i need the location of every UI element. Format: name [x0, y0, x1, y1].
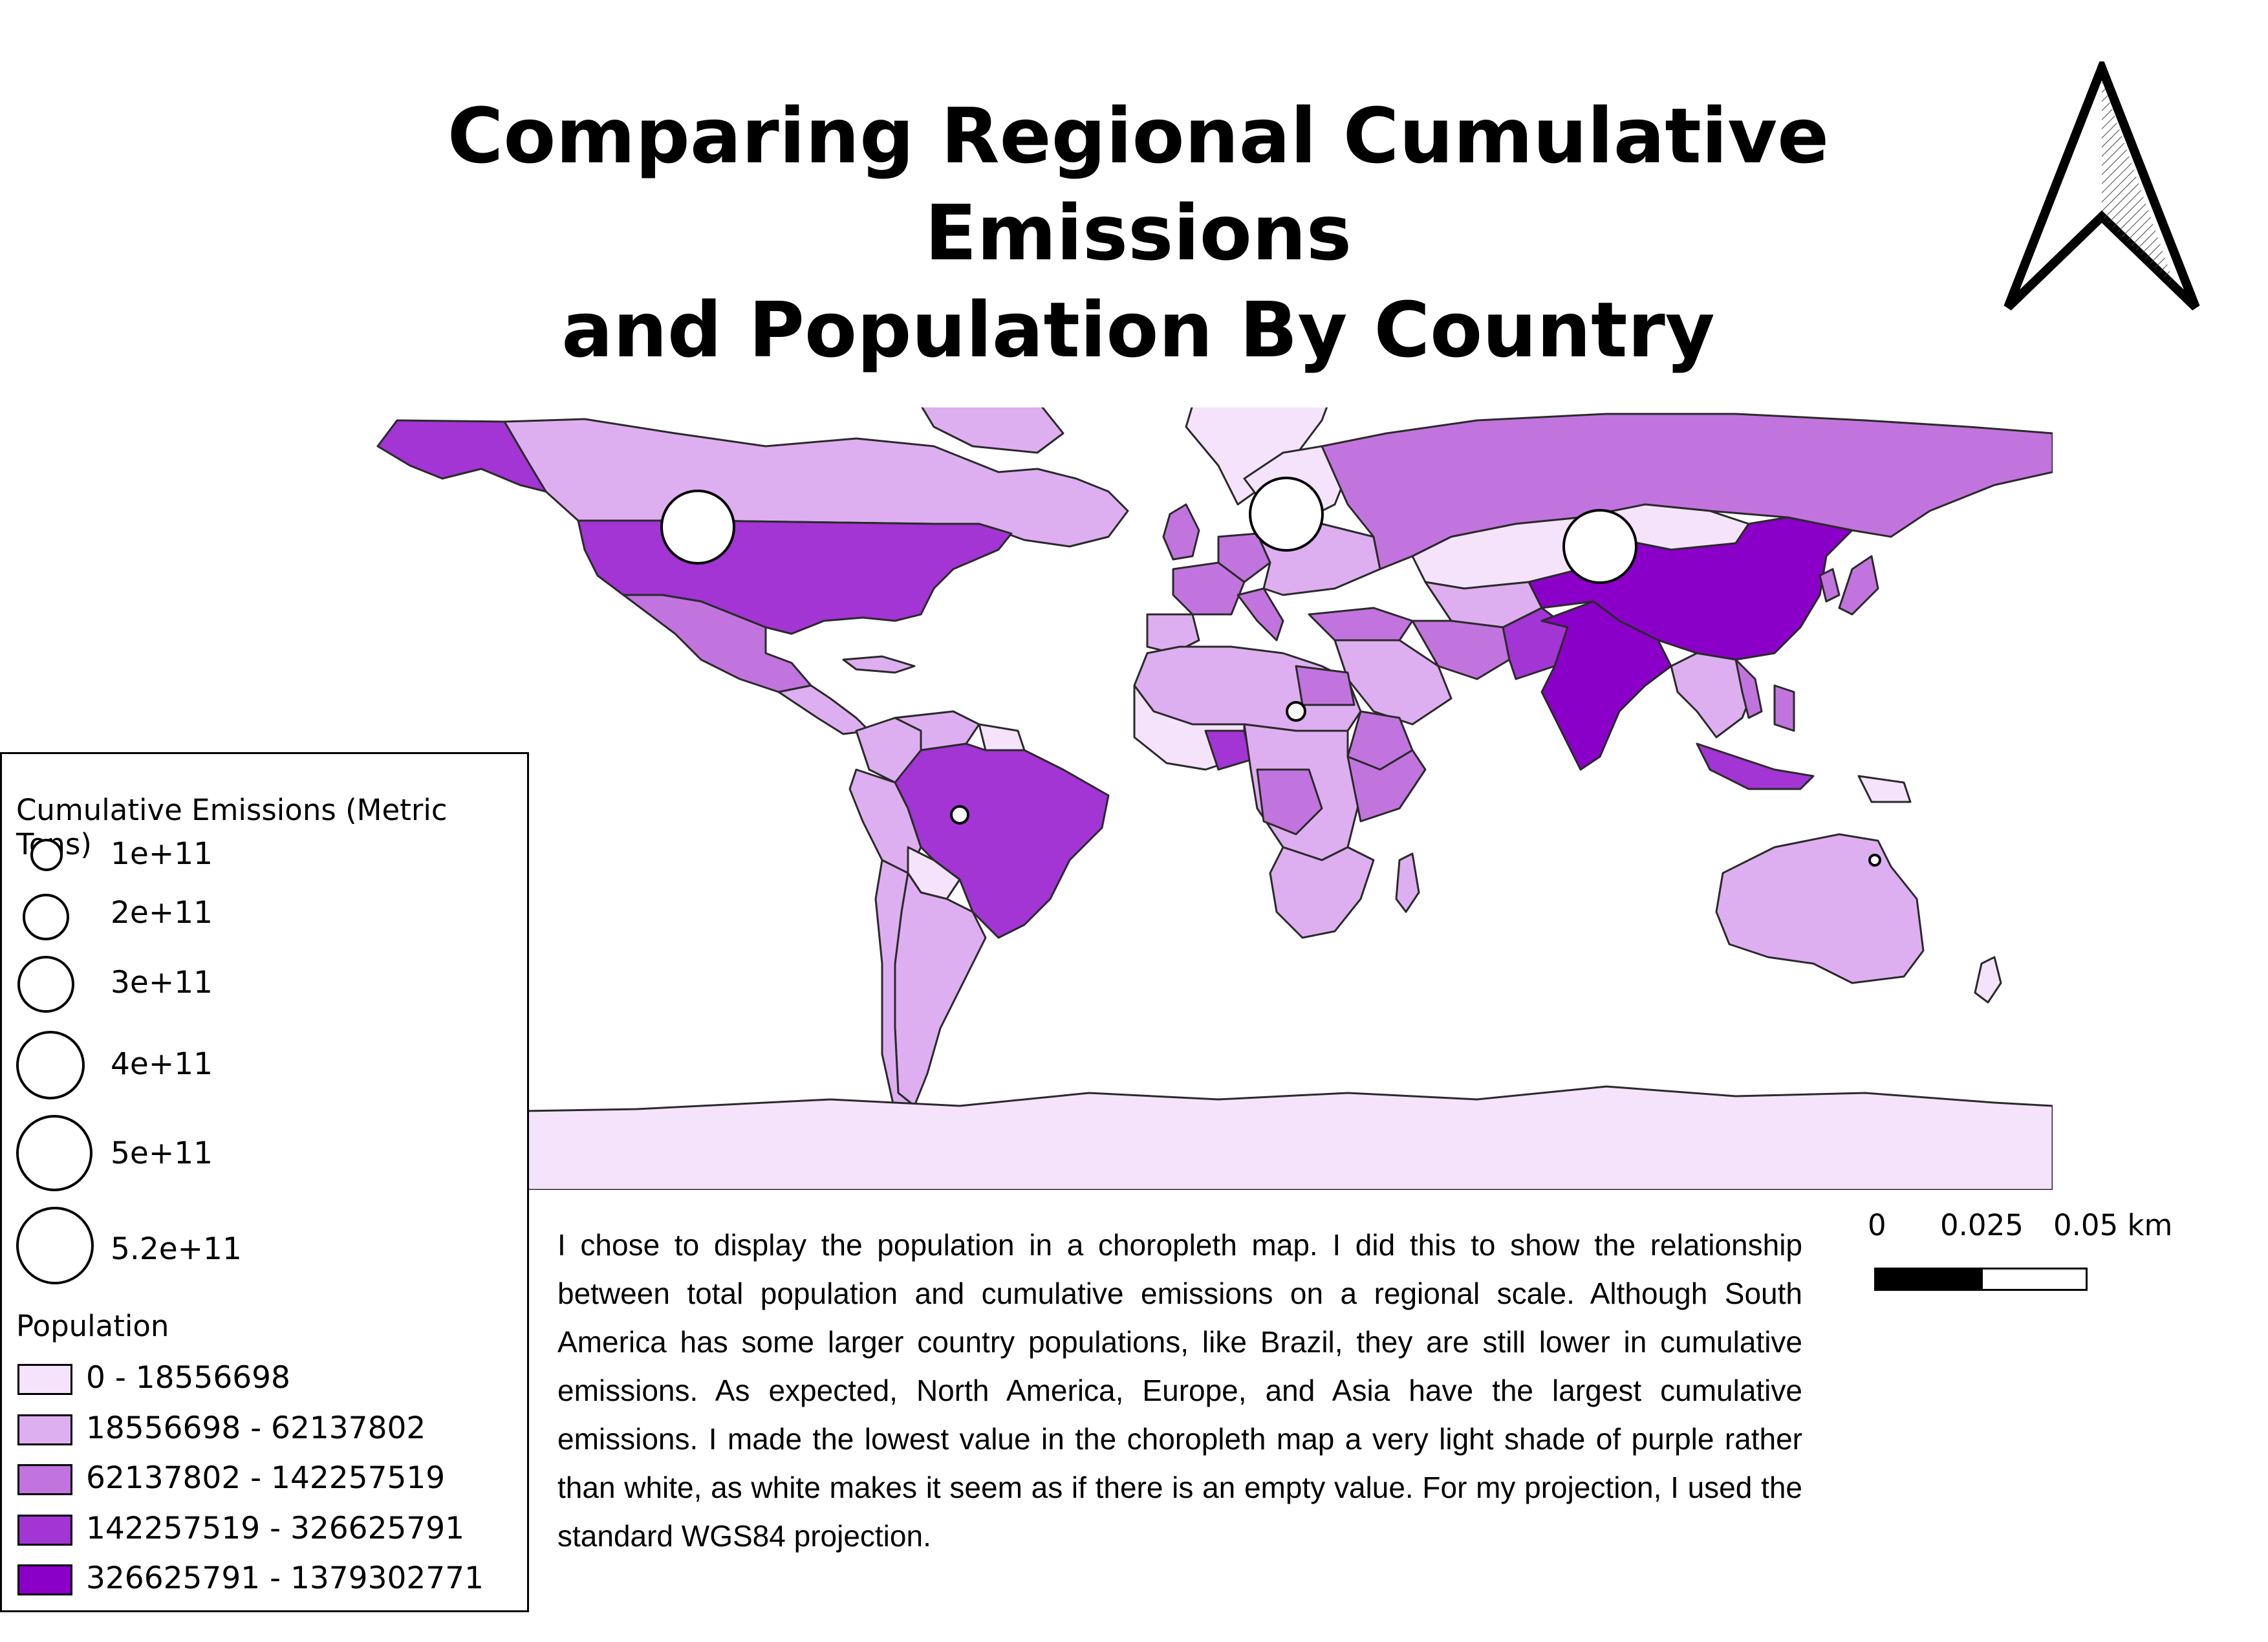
- color-swatch: [17, 1515, 72, 1546]
- world-map: [313, 407, 2053, 1190]
- emissions-legend-item: 1e+11: [2, 836, 527, 918]
- country-japan: [1838, 555, 1879, 616]
- emission-symbol-africa: [1286, 701, 1306, 722]
- emissions-legend-title: Cumulative Emissions (Metric Tons): [16, 793, 448, 861]
- country-indonesia: [1696, 742, 1815, 790]
- emissions-legend-item: 4e+11: [2, 1031, 527, 1110]
- map-title-line1: Comparing Regional Cumulative Emissions: [447, 91, 1830, 277]
- emissions-legend-item: 2e+11: [2, 894, 527, 975]
- emission-symbol-europe: [1249, 477, 1324, 552]
- scale-tick-label: 0: [1868, 1208, 1886, 1242]
- circle-symbol-icon: [16, 1115, 92, 1191]
- country-vietnam: [1734, 658, 1763, 719]
- country-brazil: [894, 742, 1110, 939]
- color-swatch: [17, 1414, 72, 1445]
- population-legend-item: 326625791 - 1379302771: [2, 1561, 527, 1642]
- region-southern-africa: [1269, 846, 1375, 939]
- region-antarctica: [313, 1085, 2053, 1190]
- scale-segment-black: [1874, 1268, 1981, 1291]
- color-swatch: [17, 1464, 72, 1495]
- country-russia: [1321, 413, 2053, 570]
- emissions-legend-item: 3e+11: [2, 956, 527, 1039]
- country-guianas: [978, 723, 1026, 751]
- population-legend-item: 142257519 - 326625791: [2, 1511, 527, 1592]
- country-png: [1857, 775, 1912, 803]
- region-central-america: [777, 684, 870, 735]
- country-saudi: [1334, 639, 1453, 726]
- north-arrow-icon: [1995, 55, 2209, 314]
- emissions-legend-item: 5.2e+11: [2, 1207, 527, 1284]
- population-legend-title: Population: [16, 1309, 169, 1343]
- map-title-line2: and Population By Country: [561, 285, 1715, 374]
- color-swatch: [17, 1364, 72, 1395]
- country-chile: [874, 859, 916, 1114]
- population-legend-item: 0 - 18556698: [2, 1360, 527, 1442]
- country-australia: [1715, 833, 1925, 984]
- map-title: Comparing Regional Cumulative Emissions …: [310, 87, 1966, 378]
- country-italy: [1237, 587, 1284, 642]
- country-egypt: [1295, 665, 1355, 706]
- country-usa: [577, 519, 1013, 635]
- circle-symbol-icon: [16, 1031, 85, 1099]
- circle-symbol-icon: [30, 839, 63, 871]
- color-swatch: [17, 1564, 72, 1595]
- country-uk: [1162, 503, 1200, 561]
- country-drc: [1256, 768, 1323, 836]
- country-usa-alaska: [376, 419, 547, 493]
- country-new-zealand: [1974, 956, 2002, 1004]
- emissions-legend-item: 5e+11: [2, 1115, 527, 1193]
- circle-symbol-icon: [23, 894, 69, 940]
- emission-symbol-oceania: [1868, 854, 1881, 867]
- scale-bar: 0 0.025 0.05 km: [1856, 1208, 2192, 1299]
- country-canada-islands: [921, 407, 1064, 454]
- country-madagascar: [1395, 852, 1420, 913]
- emission-symbol-south-america: [950, 805, 969, 825]
- map-legend: Cumulative Emissions (Metric Tons) 1e+11…: [0, 752, 529, 1612]
- region-caribbean: [842, 655, 916, 674]
- circle-symbol-icon: [16, 1207, 94, 1284]
- country-germany: [1217, 532, 1271, 583]
- emission-symbol-north-america: [660, 490, 735, 565]
- country-mexico: [622, 594, 812, 693]
- country-philippines: [1773, 684, 1795, 732]
- population-legend-item: 62137802 - 142257519: [2, 1460, 527, 1542]
- country-india: [1540, 600, 1672, 771]
- map-description: I chose to display the population in a c…: [557, 1228, 1802, 1553]
- region-east-africa: [1346, 749, 1427, 823]
- country-turkey: [1308, 607, 1414, 642]
- scale-segment-white: [1981, 1268, 2088, 1291]
- region-southeast-asia: [1670, 652, 1756, 739]
- circle-symbol-icon: [17, 956, 74, 1013]
- emission-symbol-asia: [1562, 509, 1637, 584]
- country-korea: [1819, 568, 1841, 603]
- scale-tick-label: 0.025: [1940, 1208, 2024, 1242]
- scale-tick-label: 0.05 km: [2053, 1208, 2173, 1242]
- population-legend-item: 18556698 - 62137802: [2, 1410, 527, 1492]
